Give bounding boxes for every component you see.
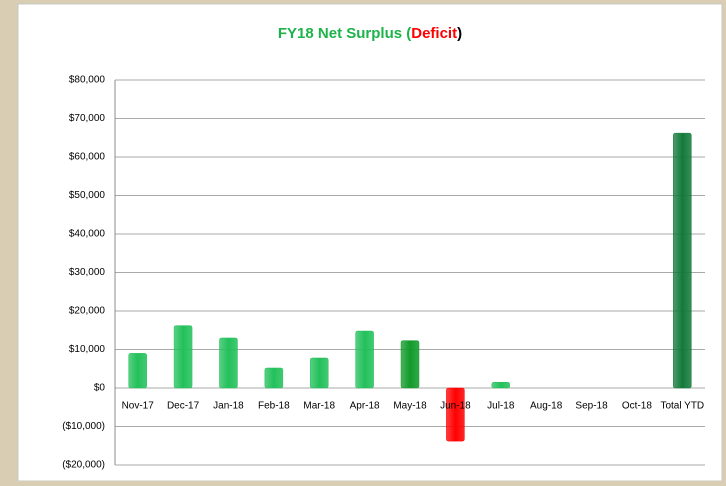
chart-panel [17,3,723,482]
bar [673,132,692,389]
x-tick-label: Aug-18 [530,401,563,412]
x-tick-label: Sep-18 [575,401,608,412]
y-tick-label: $0 [94,383,106,394]
title-part: FY18 Net Surplus ( [278,25,411,42]
bar [491,381,511,389]
y-tick-label: $20,000 [69,306,106,317]
x-tick-label: Total YTD [660,401,704,412]
bar [264,367,284,389]
x-tick-label: Apr-18 [350,401,380,412]
x-tick-label: Oct-18 [622,401,652,412]
title-part: Deficit [411,25,457,42]
x-tick-label: Jul-18 [487,401,515,412]
bar [355,330,374,389]
bar [446,387,465,442]
y-tick-label: $10,000 [69,344,106,355]
x-tick-label: Jan-18 [213,401,244,412]
bar [309,357,329,389]
x-tick-label: Mar-18 [303,401,335,412]
y-tick-label: $50,000 [69,190,106,201]
y-tick-label: $80,000 [69,75,106,86]
bar [219,337,238,389]
x-tick-label: Nov-17 [122,401,155,412]
y-tick-label: $60,000 [69,152,106,163]
x-tick-label: Jun-18 [440,401,471,412]
title-part: ) [457,25,462,42]
bar [173,325,193,389]
bar [400,340,420,389]
x-tick-label: Dec-17 [167,401,200,412]
y-tick-label: ($20,000) [62,460,105,471]
y-tick-label: ($10,000) [62,421,105,432]
chart-title: FY18 Net Surplus (Deficit) [278,25,462,42]
x-tick-label: Feb-18 [258,401,290,412]
y-tick-label: $70,000 [69,113,106,124]
y-tick-label: $40,000 [69,229,106,240]
x-tick-label: May-18 [393,401,427,412]
bar [128,353,147,389]
y-tick-label: $30,000 [69,267,106,278]
